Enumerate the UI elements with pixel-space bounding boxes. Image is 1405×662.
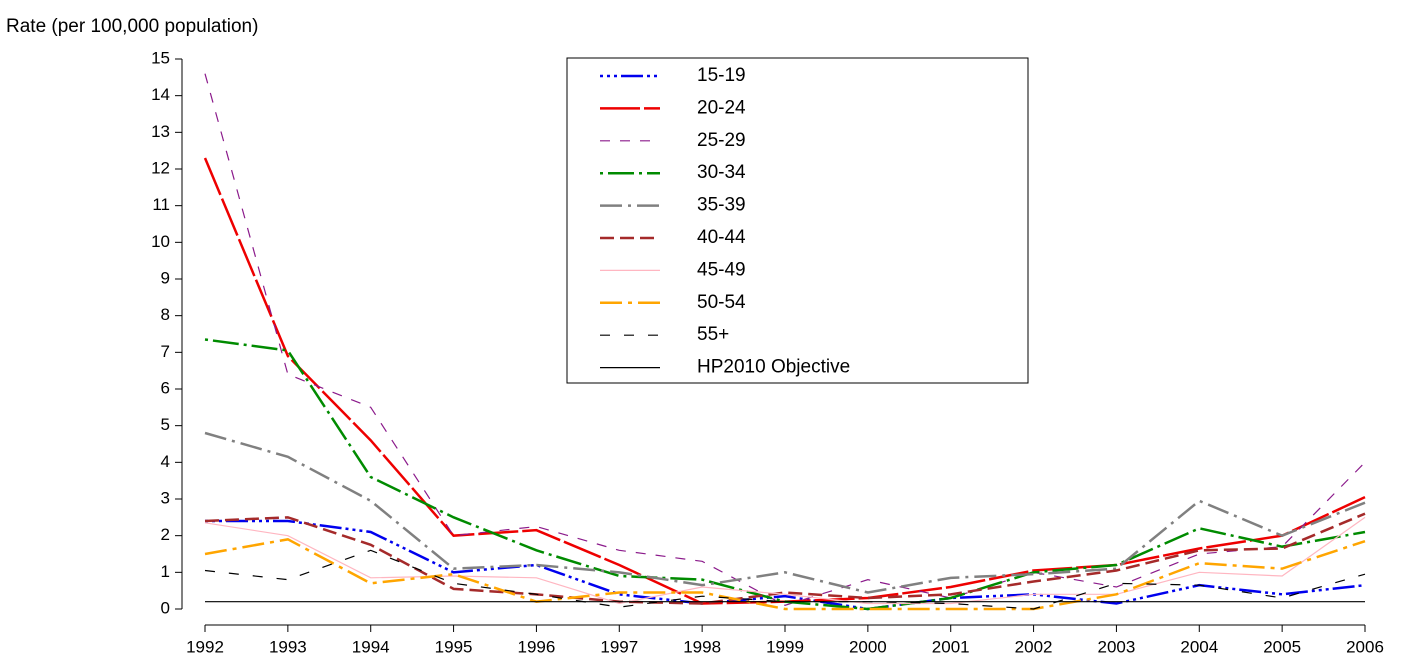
series-line [204,73,1366,606]
y-tick-label: 7 [161,342,170,361]
y-tick-label: 10 [151,232,170,251]
legend-label: HP2010 Objective [697,357,850,378]
legend-box [566,57,1029,384]
x-tick-label: 1994 [352,637,390,656]
y-tick-label: 13 [151,122,170,141]
x-tick-label: 1995 [435,637,473,656]
x-tick-label: 2001 [932,637,970,656]
y-tick-label: 5 [161,415,170,434]
y-tick-label: 15 [151,48,170,67]
x-tick-label: 1996 [518,637,556,656]
x-tick-label: 2004 [1180,637,1218,656]
legend-label: 30-34 [697,162,746,183]
y-tick-label: 4 [161,452,170,471]
x-tick-label: 2006 [1346,637,1384,656]
x-tick-label: 1999 [766,637,804,656]
x-tick-label: 1997 [600,637,638,656]
y-tick-label: 12 [151,158,170,177]
series-line [204,549,1366,610]
y-tick-label: 3 [161,488,170,507]
y-tick-label: 1 [161,562,170,581]
y-tick-label: 6 [161,378,170,397]
y-axis-label: Rate (per 100,000 population) [6,16,258,37]
legend-label: 40-44 [697,227,746,248]
series-line [204,431,1366,594]
legend-label: 15-19 [697,65,746,86]
legend-label: 50-54 [697,292,746,313]
y-tick-label: 0 [161,598,170,617]
x-tick-label: 1998 [683,637,721,656]
x-tick-label: 2002 [1015,637,1053,656]
y-tick-label: 14 [151,85,170,104]
y-tick-label: 11 [152,195,170,214]
series-line [204,516,1366,605]
series-line [204,512,1366,605]
legend-label: 25-29 [697,130,746,151]
x-tick-label: 1992 [186,637,224,656]
x-tick-label: 2005 [1263,637,1301,656]
y-tick-label: 2 [161,525,170,544]
series-line [205,519,1366,611]
y-tick-label: 8 [161,305,170,324]
legend-label: 35-39 [697,195,746,216]
y-tick-label: 9 [161,268,170,287]
legend-label: 45-49 [697,259,746,280]
legend-label: 55+ [697,324,729,345]
x-tick-label: 2000 [849,637,887,656]
x-tick-label: 1993 [269,637,307,656]
legend-label: 20-24 [697,97,746,118]
series-line [204,538,1366,611]
x-tick-label: 2003 [1098,637,1136,656]
